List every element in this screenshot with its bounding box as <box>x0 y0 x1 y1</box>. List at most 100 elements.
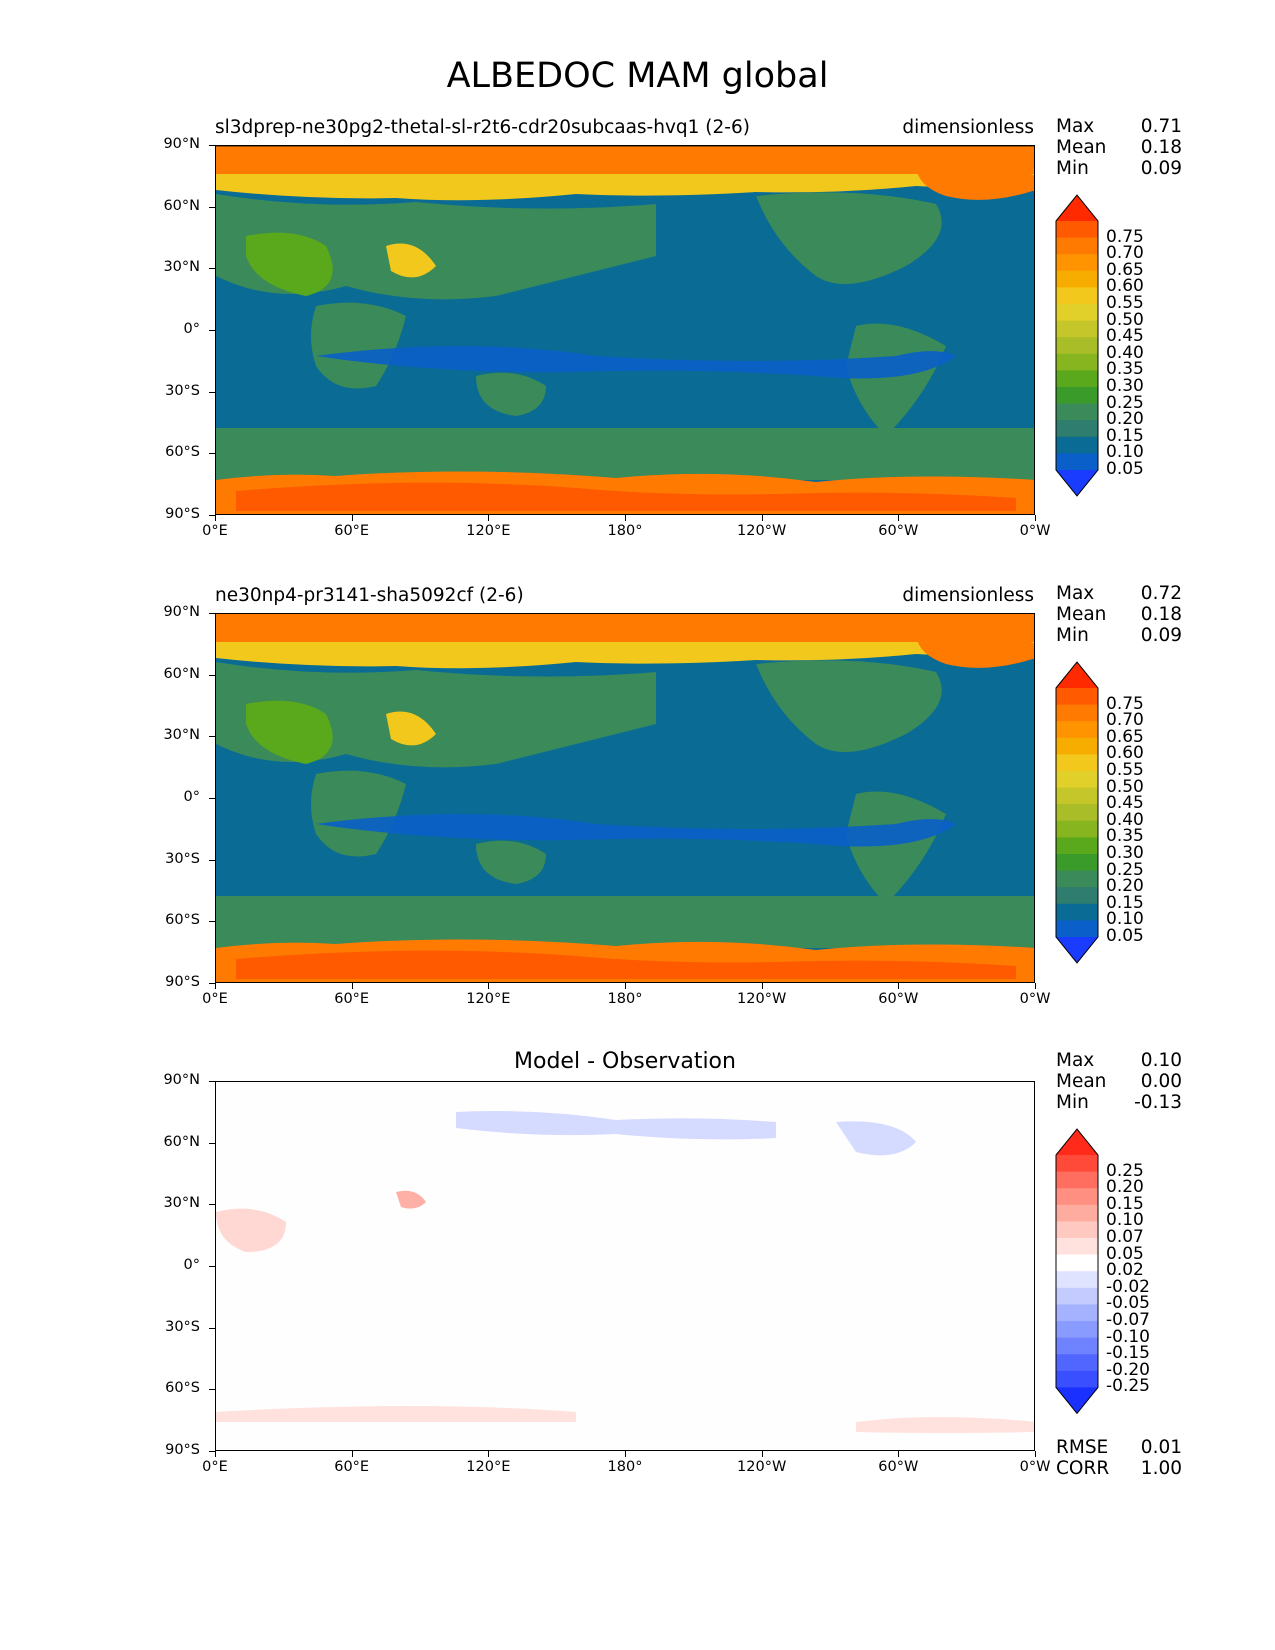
lon-tick-label: 120°E <box>466 1459 511 1475</box>
panel-title: sl3dprep-ne30pg2-thetal-sl-r2t6-cdr20sub… <box>215 117 750 138</box>
colorbar-tick-label: 0.75 <box>1106 226 1144 247</box>
lon-tick-mark <box>488 1451 490 1457</box>
colorbar-extend-min <box>1056 1387 1098 1414</box>
lat-tick-label: 60°N <box>163 1133 200 1150</box>
lon-tick-mark <box>761 983 763 989</box>
lon-tick-mark <box>1035 515 1036 521</box>
colorbar-tick-label: 0.20 <box>1106 876 1144 897</box>
colorbar-tick-label: -0.02 <box>1106 1276 1150 1297</box>
lat-tick-mark <box>209 1389 215 1391</box>
lat-tick-mark <box>209 391 215 393</box>
lat-tick-label: 30°N <box>163 259 200 276</box>
map-field <box>216 146 1034 514</box>
colorbar-tick-label: 0.10 <box>1106 442 1144 463</box>
map-field <box>216 1082 1034 1450</box>
colorbar-segment <box>1056 1171 1098 1189</box>
colorbar-segment <box>1056 820 1098 838</box>
lat-tick-label: 0° <box>183 1257 200 1273</box>
units-label: dimensionless <box>902 117 1034 138</box>
corr-value: 1.00 <box>1140 1458 1182 1479</box>
lat-tick-label: 30°N <box>163 1195 200 1212</box>
lat-tick-label: 30°S <box>165 1318 200 1335</box>
colorbar-tick-label: 0.45 <box>1106 793 1144 814</box>
lon-tick-label: 0°E <box>202 523 228 539</box>
colorbar-test <box>1055 194 1099 497</box>
colorbar-segment <box>1056 287 1098 305</box>
lon-tick-mark <box>625 515 626 521</box>
mean-value: 0.18 <box>1140 604 1182 625</box>
lat-tick-mark <box>209 1451 215 1452</box>
lat-tick-mark <box>209 206 215 208</box>
colorbar-segment <box>1056 403 1098 421</box>
colorbar-segment <box>1056 237 1098 255</box>
lon-tick-label: 120°W <box>737 991 787 1007</box>
lat-tick-mark <box>209 983 215 984</box>
lat-tick-label: 30°S <box>165 382 200 399</box>
colorbar-segment <box>1056 804 1098 822</box>
colorbar-segment <box>1056 1155 1098 1173</box>
difference-map <box>215 1081 1035 1451</box>
albedo-map <box>215 145 1035 515</box>
lon-tick-label: 60°E <box>334 1459 370 1475</box>
lat-tick-mark <box>209 736 215 738</box>
colorbar-tick-label: 0.70 <box>1106 710 1144 731</box>
colorbar-tick-label: 0.35 <box>1106 359 1144 380</box>
colorbar-segment <box>1056 1321 1098 1339</box>
colorbar-segment <box>1056 1304 1098 1322</box>
colorbar-segment <box>1056 1254 1098 1272</box>
panel-title: Model - Observation <box>514 1049 736 1074</box>
colorbar-extend-max <box>1056 1129 1098 1155</box>
lat-tick-mark <box>209 515 215 516</box>
colorbar-tick-label: 0.02 <box>1106 1260 1144 1281</box>
lat-tick-mark <box>209 921 215 923</box>
colorbar-segment <box>1056 1337 1098 1355</box>
lat-tick-label: 90°N <box>163 136 200 152</box>
max-label: Max <box>1056 583 1095 604</box>
colorbar-tick-label: 0.20 <box>1106 409 1144 430</box>
colorbar-tick-label: 0.20 <box>1106 1177 1144 1198</box>
colorbar-tick-label: 0.75 <box>1106 693 1144 714</box>
lon-tick-mark <box>351 1451 353 1457</box>
lon-tick-mark <box>1035 983 1036 989</box>
lat-tick-label: 90°N <box>163 604 200 620</box>
colorbar-segment <box>1056 1238 1098 1256</box>
lat-tick-mark <box>209 268 215 270</box>
lat-tick-mark <box>209 674 215 676</box>
min-label: Min <box>1056 1092 1089 1113</box>
lon-tick-mark <box>215 983 216 989</box>
lon-tick-mark <box>351 515 353 521</box>
figure-title: ALBEDOC MAM global <box>446 56 829 96</box>
colorbar-extend-max <box>1056 195 1098 221</box>
lon-tick-mark <box>215 1451 216 1457</box>
colorbar-tick-label: -0.07 <box>1106 1310 1150 1330</box>
colorbar-tick-label: 0.55 <box>1106 293 1144 313</box>
colorbar-segment <box>1056 270 1098 288</box>
colorbar-segment <box>1056 887 1098 905</box>
lat-tick-mark <box>209 613 215 614</box>
max-value: 0.10 <box>1140 1050 1182 1071</box>
colorbar-tick-label: 0.35 <box>1106 826 1144 847</box>
colorbar-segment <box>1056 1221 1098 1239</box>
lon-tick-label: 180° <box>607 523 643 539</box>
lat-tick-mark <box>209 859 215 861</box>
panel-title: ne30np4-pr3141-sha5092cf (2-6) <box>215 585 524 606</box>
rmse-label: RMSE <box>1056 1437 1109 1458</box>
colorbar-tick-label: 0.55 <box>1106 760 1144 780</box>
colorbar-segment <box>1056 854 1098 872</box>
panel-test: sl3dprep-ne30pg2-thetal-sl-r2t6-cdr20sub… <box>0 117 1275 587</box>
colorbar-tick-label: 0.10 <box>1106 1210 1144 1231</box>
colorbar-segment <box>1056 1271 1098 1289</box>
corr-label: CORR <box>1056 1458 1110 1479</box>
lon-tick-label: 120°W <box>737 523 787 539</box>
lat-tick-label: 0° <box>183 789 200 805</box>
lon-tick-label: 0°W <box>1019 1459 1051 1475</box>
lat-tick-label: 60°N <box>163 197 200 214</box>
lat-tick-label: 0° <box>183 321 200 337</box>
colorbar-tick-label: 0.05 <box>1106 459 1144 479</box>
lat-tick-label: 90°S <box>165 974 200 990</box>
colorbar-tick-label: 0.15 <box>1106 425 1144 446</box>
mean-value: 0.00 <box>1140 1071 1182 1092</box>
colorbar-tick-label: 0.25 <box>1106 859 1144 880</box>
colorbar-segment <box>1056 870 1098 888</box>
colorbar-tick-label: 0.30 <box>1106 376 1144 396</box>
